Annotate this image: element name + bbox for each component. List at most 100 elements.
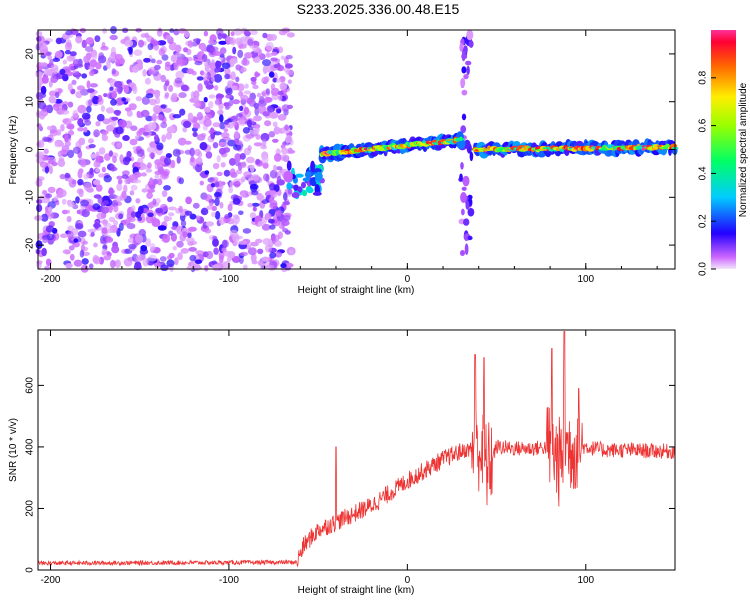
spectrogram-cell — [80, 160, 87, 168]
spectrogram-cell — [227, 203, 233, 212]
spectrogram-cell — [148, 88, 154, 93]
spectrogram-cell — [148, 68, 153, 75]
spectrogram-cell — [197, 83, 203, 92]
spectrogram-cell — [189, 147, 195, 157]
spectrogram-cell — [200, 42, 206, 52]
spectrogram-cell — [80, 199, 89, 207]
spectrogram-cell — [179, 108, 186, 116]
colorbar-ticks: 0.0 0.2 0.4 0.6 0.8 — [698, 70, 716, 276]
spectrogram-cell — [126, 223, 136, 230]
spectrogram-cell — [285, 54, 293, 60]
spectrogram-cell — [103, 255, 111, 261]
spectrogram-cell — [461, 89, 468, 96]
spectrogram-cell — [283, 170, 293, 183]
spectrogram-cell — [271, 51, 278, 56]
spectrogram-cell — [133, 49, 143, 56]
spectrogram-cell — [88, 64, 95, 71]
spectrogram-cell — [459, 43, 464, 52]
spectrogram-cell — [288, 249, 294, 255]
spectrogram-cell — [47, 54, 53, 61]
spectrogram-cell — [168, 212, 175, 217]
spectrogram-cell — [218, 141, 225, 147]
spectrogram-cell — [166, 259, 175, 268]
spectrogram-cell — [105, 236, 114, 243]
spectrogram-cell — [101, 227, 108, 234]
spectrogram-cell — [213, 131, 222, 136]
spectrogram-cell — [78, 137, 86, 146]
spectrogram-cell — [261, 154, 269, 164]
spectrogram-cell — [163, 185, 171, 191]
spectrogram-cell — [112, 155, 117, 164]
spectrogram-cell — [58, 157, 65, 162]
spectrogram-cell — [60, 124, 65, 132]
spectrogram-cell — [280, 144, 286, 150]
y-tick-label: 0 — [25, 567, 36, 573]
spectrogram-cell — [270, 87, 280, 96]
spectrogram-cell — [266, 105, 274, 113]
spectrogram-cell — [236, 83, 245, 92]
spectrogram-cell — [241, 58, 250, 66]
spectrogram-cell — [216, 109, 224, 115]
spectrogram-cell — [269, 34, 278, 41]
spectrogram-cell — [268, 131, 276, 138]
spectrogram-cell — [161, 190, 168, 198]
spectrogram-cell — [203, 118, 212, 127]
spectrogram-cell — [126, 110, 133, 117]
x-tick-label: -200 — [40, 575, 60, 586]
spectrogram-cell — [221, 261, 231, 269]
spectrogram-cell — [135, 198, 141, 204]
spectrogram-cell — [163, 157, 172, 166]
spectrogram-cell — [291, 192, 300, 199]
spectrogram-cell — [77, 127, 84, 132]
spectrogram-cell — [212, 238, 219, 247]
spectrogram-cell — [35, 151, 45, 159]
spectrogram-cell — [53, 196, 58, 201]
spectrogram-cell — [142, 131, 149, 136]
spectrogram-cell — [252, 84, 259, 90]
snr-series-line — [37, 331, 676, 568]
spectrogram-cell — [88, 138, 94, 144]
spectrogram-cell — [113, 220, 118, 226]
spectrogram-cell — [270, 190, 278, 199]
spectrogram-cell — [121, 190, 127, 199]
spectrogram-cell — [38, 41, 48, 50]
spectrogram-cell — [277, 46, 284, 54]
spectrogram-cell — [121, 97, 127, 102]
spectrogram-cell — [81, 73, 88, 79]
spectrogram-cell — [135, 96, 142, 102]
spectrogram-cell — [147, 261, 155, 266]
spectrogram-cell — [295, 173, 304, 178]
spectrogram-cell — [213, 247, 219, 255]
spectrogram-cell — [164, 92, 170, 98]
spectrogram-cell — [215, 60, 220, 69]
spectrogram-cell — [213, 73, 223, 83]
x-tick-label: 0 — [405, 274, 411, 285]
spectrogram-cell — [233, 138, 240, 144]
spectrogram-cell — [92, 179, 101, 186]
spectrogram-cell — [141, 188, 148, 193]
spectrogram-cell — [285, 135, 293, 144]
spectrogram-cell — [145, 168, 153, 173]
spectrogram-cell — [75, 91, 83, 99]
spectrogram-cell — [469, 151, 474, 162]
spectrogram-cell — [186, 237, 195, 244]
spectrogram-cell — [123, 85, 129, 94]
spectrogram-cell — [211, 76, 215, 82]
spectrogram-cell — [124, 97, 131, 102]
spectrogram-cell — [136, 110, 141, 118]
spectrogram-cell — [232, 46, 237, 55]
spectrogram-cell — [157, 225, 167, 231]
colorbar-tick-label: 0.2 — [698, 214, 709, 228]
spectrogram-cell — [172, 114, 182, 119]
spectrogram-cell — [222, 246, 227, 254]
spectrogram-cell — [142, 69, 147, 77]
spectrogram-cell — [77, 118, 83, 127]
spectrogram-cell — [151, 58, 156, 64]
spectrogram-cell — [174, 77, 183, 84]
spectrogram-cell — [214, 98, 220, 106]
spectrogram-cell — [138, 39, 144, 48]
spectrogram-cell — [141, 96, 150, 105]
spectrogram-cell — [88, 99, 93, 107]
spectrogram-cell — [49, 165, 53, 175]
